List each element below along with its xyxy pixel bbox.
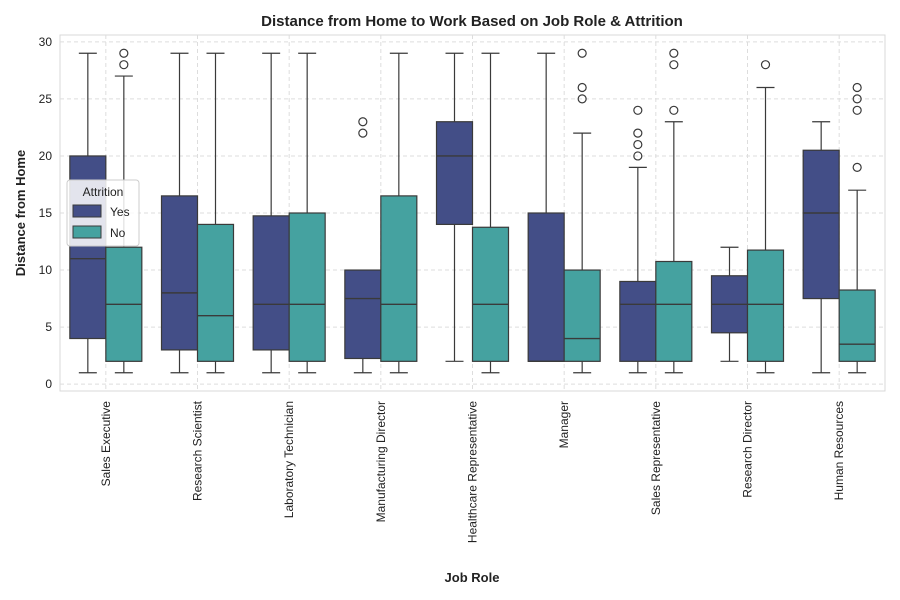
box-no-3	[380, 52, 418, 374]
box-yes-3	[344, 117, 382, 374]
legend-swatch-yes	[72, 204, 102, 218]
x-tick-label: Laboratory Technician	[282, 401, 296, 518]
x-tick-label: Healthcare Representative	[466, 401, 480, 543]
outlier-point	[577, 48, 587, 58]
outlier-point	[852, 94, 862, 104]
y-tick-label: 25	[39, 92, 53, 106]
x-tick-label: Manager	[557, 401, 571, 448]
outlier-point	[633, 151, 643, 161]
box-iqr	[619, 280, 657, 362]
box-yes-2	[252, 52, 290, 374]
box-iqr	[838, 289, 876, 362]
y-tick-label: 30	[39, 35, 53, 49]
box-iqr	[527, 212, 565, 362]
outlier-point	[669, 60, 679, 70]
x-tick-label: Sales Representative	[649, 401, 663, 515]
outlier-point	[669, 105, 679, 115]
y-tick-label: 15	[39, 206, 53, 220]
outlier-point	[119, 48, 129, 58]
box-iqr	[802, 149, 840, 300]
outlier-point	[852, 82, 862, 93]
y-axis-label: Distance from Home	[13, 150, 28, 276]
x-tick-label: Research Director	[741, 401, 755, 498]
box-yes-4	[435, 52, 474, 362]
box-yes-8	[802, 121, 840, 374]
box-no-7	[746, 60, 785, 374]
box-no-2	[288, 52, 326, 374]
box-iqr	[252, 215, 290, 351]
box-no-1	[196, 52, 235, 374]
legend-label-yes: Yes	[110, 205, 130, 219]
outlier-point	[633, 105, 643, 115]
outlier-point	[633, 128, 643, 138]
legend: Attrition Yes No	[66, 179, 140, 247]
outlier-point	[119, 60, 129, 70]
box-no-4	[471, 52, 510, 374]
legend-label-no: No	[110, 226, 126, 240]
box-iqr	[380, 195, 418, 362]
outlier-point	[358, 117, 368, 127]
box-iqr	[563, 269, 601, 362]
box-iqr	[471, 226, 510, 362]
x-tick-label: Manufacturing Director	[374, 401, 388, 522]
box-series	[69, 48, 876, 374]
legend-swatch-no	[72, 225, 102, 239]
box-yes-7	[710, 246, 749, 362]
outlier-point	[669, 48, 679, 58]
box-iqr	[344, 269, 382, 360]
x-axis-label: Job Role	[445, 570, 500, 585]
x-tick-label: Sales Executive	[99, 401, 113, 487]
y-tick-label: 5	[45, 320, 52, 334]
chart-title: Distance from Home to Work Based on Job …	[261, 13, 683, 30]
outlier-point	[633, 139, 643, 150]
box-no-6	[655, 48, 693, 374]
box-iqr	[196, 223, 235, 362]
box-iqr	[655, 260, 693, 362]
x-axis-ticks: Sales Executive Research Scientist Laborat…	[99, 400, 846, 543]
outlier-point	[358, 128, 368, 138]
box-no-5	[563, 48, 601, 374]
box-iqr	[160, 195, 199, 351]
box-yes-5	[527, 52, 565, 363]
legend-title: Attrition	[83, 185, 124, 199]
outlier-point	[577, 82, 587, 93]
outlier-point	[577, 94, 587, 104]
box-iqr	[746, 249, 785, 362]
outlier-point	[852, 162, 862, 172]
x-tick-label: Human Resources	[832, 401, 846, 500]
box-no-8	[838, 82, 876, 374]
outlier-point	[852, 105, 862, 115]
x-tick-label: Research Scientist	[191, 400, 205, 501]
box-iqr	[435, 121, 474, 226]
y-tick-label: 0	[45, 377, 52, 391]
y-axis-ticks: 0 5 10 15 20 25 30	[39, 35, 53, 391]
y-tick-label: 20	[39, 149, 53, 163]
box-iqr	[288, 212, 326, 362]
y-tick-label: 10	[39, 263, 53, 277]
box-yes-6	[619, 105, 657, 374]
outlier-point	[760, 60, 771, 70]
